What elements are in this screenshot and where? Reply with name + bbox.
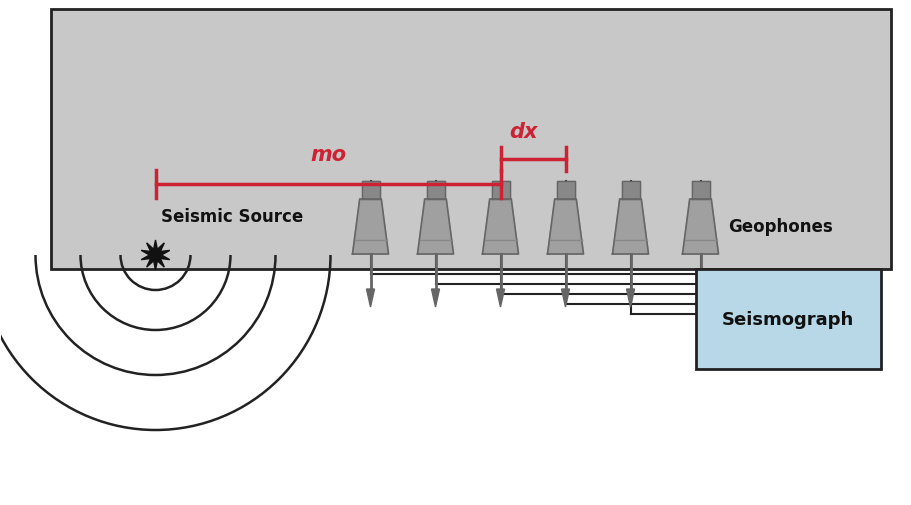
Polygon shape xyxy=(141,240,169,271)
Polygon shape xyxy=(627,289,634,308)
Polygon shape xyxy=(621,182,640,199)
Polygon shape xyxy=(697,289,704,308)
Polygon shape xyxy=(417,199,454,255)
Text: dx: dx xyxy=(508,122,537,142)
Polygon shape xyxy=(492,182,509,199)
Polygon shape xyxy=(362,182,380,199)
Text: Seismograph: Seismograph xyxy=(722,311,855,328)
Bar xyxy=(50,10,890,270)
Polygon shape xyxy=(496,289,505,308)
Polygon shape xyxy=(353,199,388,255)
Bar xyxy=(695,270,881,369)
Polygon shape xyxy=(432,289,439,308)
Polygon shape xyxy=(548,199,584,255)
Polygon shape xyxy=(682,199,719,255)
Text: Seismic Source: Seismic Source xyxy=(160,208,302,226)
Polygon shape xyxy=(612,199,649,255)
Polygon shape xyxy=(561,289,569,308)
Polygon shape xyxy=(483,199,518,255)
Polygon shape xyxy=(557,182,575,199)
Text: Geophones: Geophones xyxy=(729,218,834,236)
Polygon shape xyxy=(691,182,710,199)
Text: mo: mo xyxy=(310,145,346,165)
Polygon shape xyxy=(366,289,374,308)
Polygon shape xyxy=(426,182,445,199)
